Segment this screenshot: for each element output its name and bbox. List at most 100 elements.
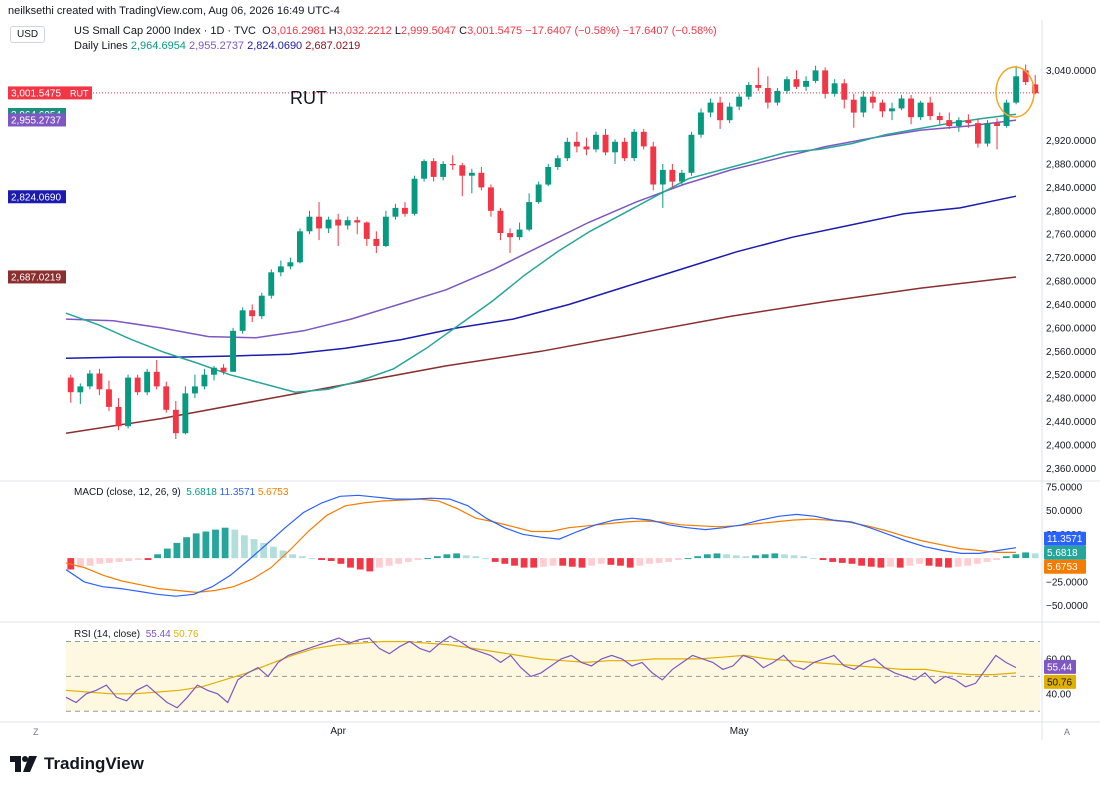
auto-scale-corner[interactable]: A [1064, 727, 1071, 737]
candle-body [879, 102, 886, 112]
tradingview-logo: TradingView [10, 754, 144, 774]
macd-histogram-bar [1002, 556, 1010, 559]
macd-histogram-bar [636, 558, 644, 566]
candle-body [440, 164, 447, 177]
macd-histogram-bar [347, 558, 354, 568]
candle-body [182, 393, 189, 434]
candle-body [535, 184, 542, 203]
time-axis-label: May [730, 726, 749, 737]
macd-tag [1044, 531, 1086, 546]
candle-body [325, 219, 332, 229]
macd-tick-label: −50.0000 [1046, 601, 1088, 612]
price-tick-label: 2,920.0000 [1046, 136, 1096, 147]
macd-legend: MACD (close, 12, 26, 9) 5.6818 11.3571 5… [74, 487, 288, 498]
macd-tag-label: 5.6818 [1047, 548, 1078, 559]
moving-averages [65, 113, 1017, 434]
macd-histogram-bar [964, 558, 972, 566]
candle-body [965, 120, 972, 123]
price-tags: 3,001.5475RUT2,964.69542,955.27372,824.0… [8, 86, 1086, 689]
macd-tick-label: 75.0000 [1046, 482, 1083, 493]
candle-body [67, 377, 74, 393]
macd-histogram-bar [250, 539, 258, 559]
candle-body [860, 96, 867, 113]
symbol-legend: US Small Cap 2000 Index · 1D · TVC O3,01… [74, 25, 717, 37]
price-tick-label: 2,680.0000 [1046, 277, 1096, 288]
macd-histogram-bar [241, 535, 248, 559]
candle-body [354, 220, 361, 223]
candle-body [679, 172, 685, 182]
price-tick-label: 2,800.0000 [1046, 206, 1096, 217]
candle-body [96, 373, 103, 390]
macd-histogram-bar [723, 554, 730, 559]
candle-body [382, 216, 389, 246]
last-price-tag [8, 86, 92, 100]
macd-histogram-bar [1031, 553, 1039, 559]
macd-histogram-bar [694, 556, 702, 559]
ohlc-close-label: C [459, 25, 468, 37]
ohlc-close: 3,001.5475 [467, 25, 523, 37]
candle-body [363, 222, 370, 239]
candle-body [172, 409, 179, 434]
macd-histogram-bar [626, 558, 634, 568]
candle-body [726, 106, 733, 121]
currency-button[interactable]: USD [10, 26, 46, 43]
candle-body [77, 386, 84, 393]
rsi-tag [1044, 674, 1076, 689]
candle-body [975, 123, 981, 144]
macd-histogram-bar [588, 558, 595, 566]
candle-body [803, 80, 809, 87]
macd-histogram-bar [993, 558, 1000, 560]
candle-body [812, 70, 819, 81]
last-price-tag-label: 3,001.5475 [11, 88, 61, 99]
macd-histogram-bar [655, 558, 663, 563]
candle-body [316, 216, 322, 229]
candle-body [946, 120, 953, 126]
macd-histogram-bar [511, 558, 518, 566]
candle-body [612, 141, 618, 153]
macd-histogram-bar [125, 558, 133, 561]
macd-histogram-bar [202, 531, 210, 559]
macd-histogram-bar [675, 558, 682, 560]
macd-histogram-bar [752, 555, 759, 559]
macd-histogram-bar [453, 553, 460, 559]
macd-histogram-bar [877, 558, 885, 568]
candle-body [306, 216, 313, 232]
candle-body [411, 178, 418, 214]
rsi-tick-label: 40.00 [1046, 689, 1071, 700]
macd-histogram-bar [617, 558, 624, 566]
macd-histogram-bar [144, 558, 152, 560]
macd-histogram-bar [520, 558, 528, 568]
ma100-line [65, 195, 1017, 360]
candle-body [230, 330, 236, 372]
rsi-legend: RSI (14, close) 55.44 50.76 [74, 629, 199, 640]
candle-body [602, 134, 609, 153]
candle-body [564, 141, 571, 159]
candle-body [211, 367, 217, 375]
candle-body [421, 161, 427, 179]
candle-body [201, 374, 208, 387]
candle-body [640, 131, 647, 147]
daily-lines-legend: Daily Lines 2,964.6954 2,955.2737 2,824.… [74, 40, 360, 52]
candle-body [497, 210, 504, 233]
candle-body [736, 96, 743, 107]
zoom-corner-left[interactable]: Z [33, 727, 39, 737]
time-axis-label: Apr [330, 726, 346, 737]
candle-body [984, 123, 991, 144]
candle-body [841, 83, 848, 100]
rut-annotation: RUT [290, 88, 327, 108]
macd-histogram-bar [810, 558, 817, 560]
candle-body [593, 134, 599, 150]
macd-histogram-bar [163, 548, 171, 559]
candle-body [784, 79, 790, 91]
ma100-tag [8, 190, 66, 204]
macd-tag-label: 11.3571 [1047, 534, 1083, 545]
chart-credit: neilksethi created with TradingView.com,… [8, 5, 340, 17]
macd-histogram-bar [858, 558, 865, 566]
macd-line [65, 494, 1017, 597]
macd-histogram-bar [86, 558, 94, 566]
ma100-value: 2,824.0690 [247, 40, 303, 52]
macd-histogram-bar [115, 558, 123, 562]
macd-tag-label: 5.6753 [1047, 562, 1078, 573]
